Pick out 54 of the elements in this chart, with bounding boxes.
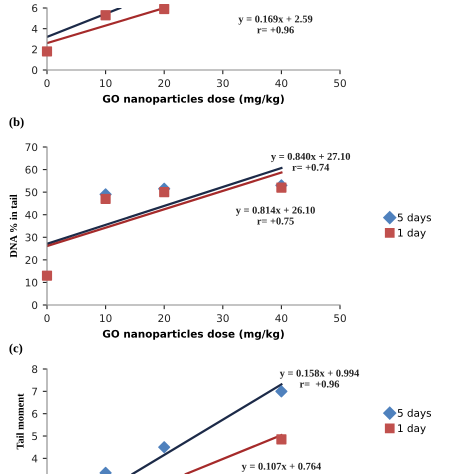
x-tick-label: 0	[44, 79, 50, 88]
y-axis-title: Tail moment	[16, 394, 24, 450]
y-axis-title: DNA % in tail	[10, 194, 18, 258]
y-tick-label: 8	[32, 365, 38, 374]
annotation: y = 0.158x + 0.994 r= +0.96	[280, 370, 360, 388]
y-tick-label: 0	[32, 301, 38, 310]
y-tick-label: 5	[32, 432, 38, 440]
x-axis-title: GO nanoparticles dose (mg/kg)	[102, 330, 284, 340]
y-tick-label: 0	[32, 66, 38, 74]
point	[158, 441, 170, 454]
legend-label: 5 days	[398, 213, 432, 224]
annotation: y = 0.107x + 0.764	[242, 462, 321, 472]
x-tick-label: 50	[334, 314, 346, 322]
y-tick-label: 4	[32, 25, 38, 33]
point	[159, 187, 170, 198]
annotation: y = 0.169x + 2.59 r= +0.96	[238, 15, 312, 34]
y-tick-label: 4	[32, 454, 38, 462]
y-tick-label: 7	[32, 388, 38, 396]
y-tick-label: 6	[32, 410, 38, 418]
x-tick-label: 10	[100, 79, 112, 88]
point	[276, 434, 286, 444]
x-tick-label: 40	[275, 79, 288, 88]
y-tick-label: 70	[26, 143, 38, 152]
x-tick-label: 20	[158, 314, 170, 322]
annotation: y = 0.840x + 27.10 r= +0.74	[271, 152, 350, 171]
x-tick-label: 20	[158, 79, 170, 88]
x-tick-label: 50	[334, 79, 346, 88]
x-tick-label: 30	[216, 79, 229, 88]
legend-label: 1 day	[398, 424, 426, 434]
y-tick-label: 60	[25, 166, 38, 174]
chart-title: (b)	[9, 117, 24, 129]
point	[159, 4, 170, 14]
legend-label: 5 days	[398, 408, 432, 419]
point	[100, 194, 111, 204]
y-tick-label: 2	[32, 46, 37, 54]
y-tick-label: 50	[26, 188, 38, 196]
legend-label: 1 day	[398, 228, 426, 239]
point	[42, 270, 52, 281]
y-tick-label: 6	[32, 4, 38, 12]
y-tick-label: 40	[25, 210, 38, 219]
x-axis-title: GO nanoparticles dose (mg/kg)	[102, 94, 284, 105]
x-tick-label: 30	[216, 314, 229, 322]
y-tick-label: 10	[26, 278, 38, 287]
x-tick-label: 10	[100, 314, 112, 322]
annotation: y = 0.814x + 26.10 r= +0.75	[236, 206, 315, 225]
point	[276, 182, 286, 193]
point	[275, 385, 288, 398]
chart-title: (c)	[9, 344, 22, 355]
y-tick-label: 20	[25, 256, 38, 264]
y-tick-label: 30	[26, 234, 38, 242]
point	[100, 10, 111, 20]
x-tick-label: 40	[275, 314, 288, 322]
x-tick-label: 0	[44, 314, 50, 322]
point	[42, 46, 52, 56]
